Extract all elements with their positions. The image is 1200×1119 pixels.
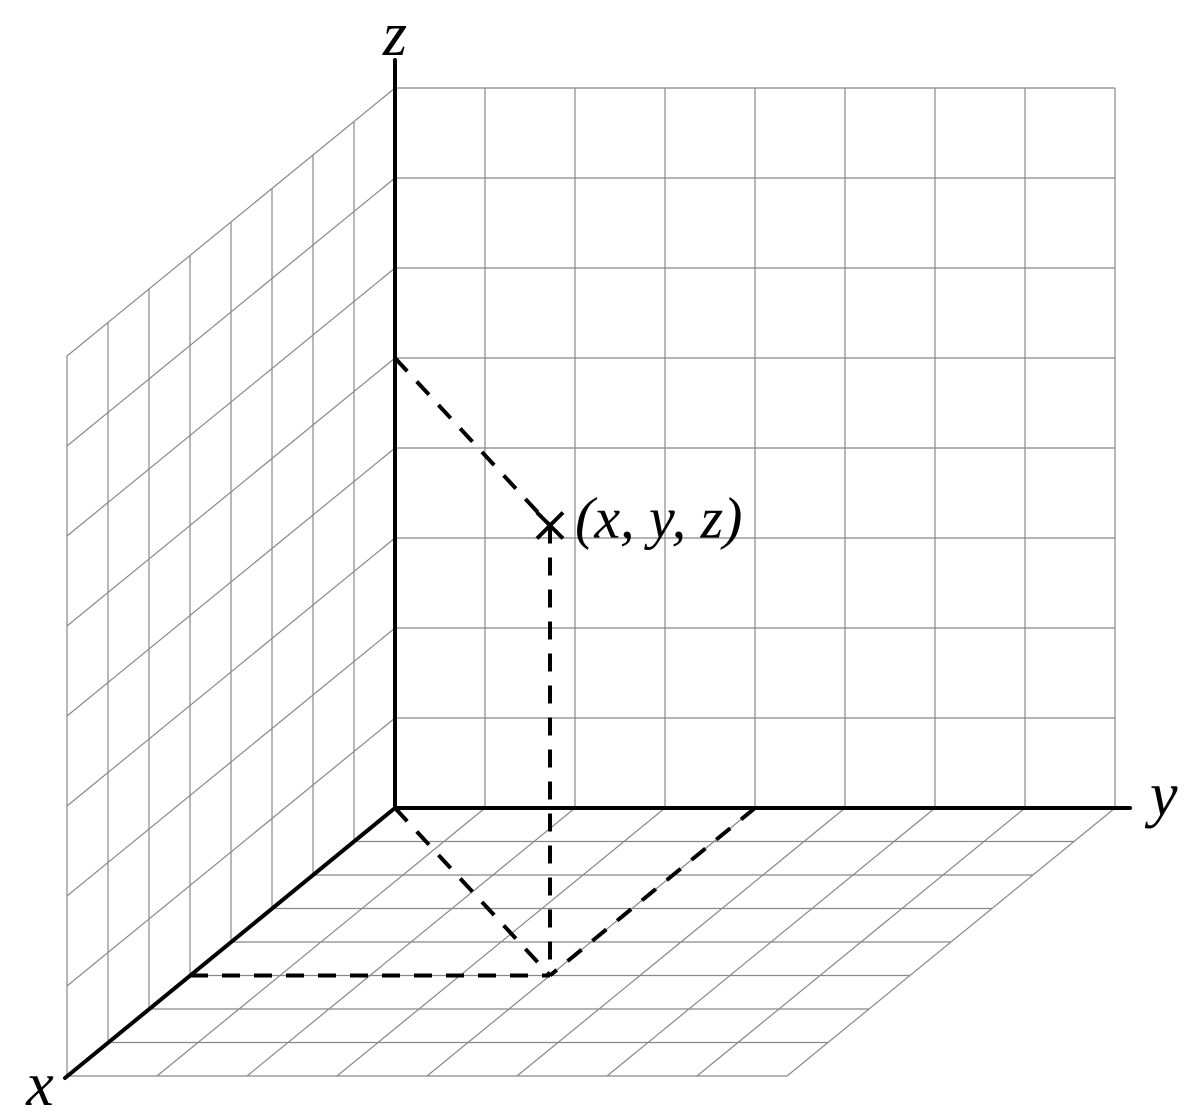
axes bbox=[65, 60, 1130, 1078]
axis-label-z: z bbox=[382, 1, 407, 69]
grid bbox=[67, 88, 1115, 1076]
axis-label-y: y bbox=[1144, 761, 1178, 829]
axis-label-x: x bbox=[25, 1051, 54, 1119]
point-label: (x, y, z) bbox=[575, 486, 743, 551]
construction-lines bbox=[190, 358, 755, 976]
coord-3d-diagram: z y x (x, y, z) bbox=[0, 0, 1200, 1119]
